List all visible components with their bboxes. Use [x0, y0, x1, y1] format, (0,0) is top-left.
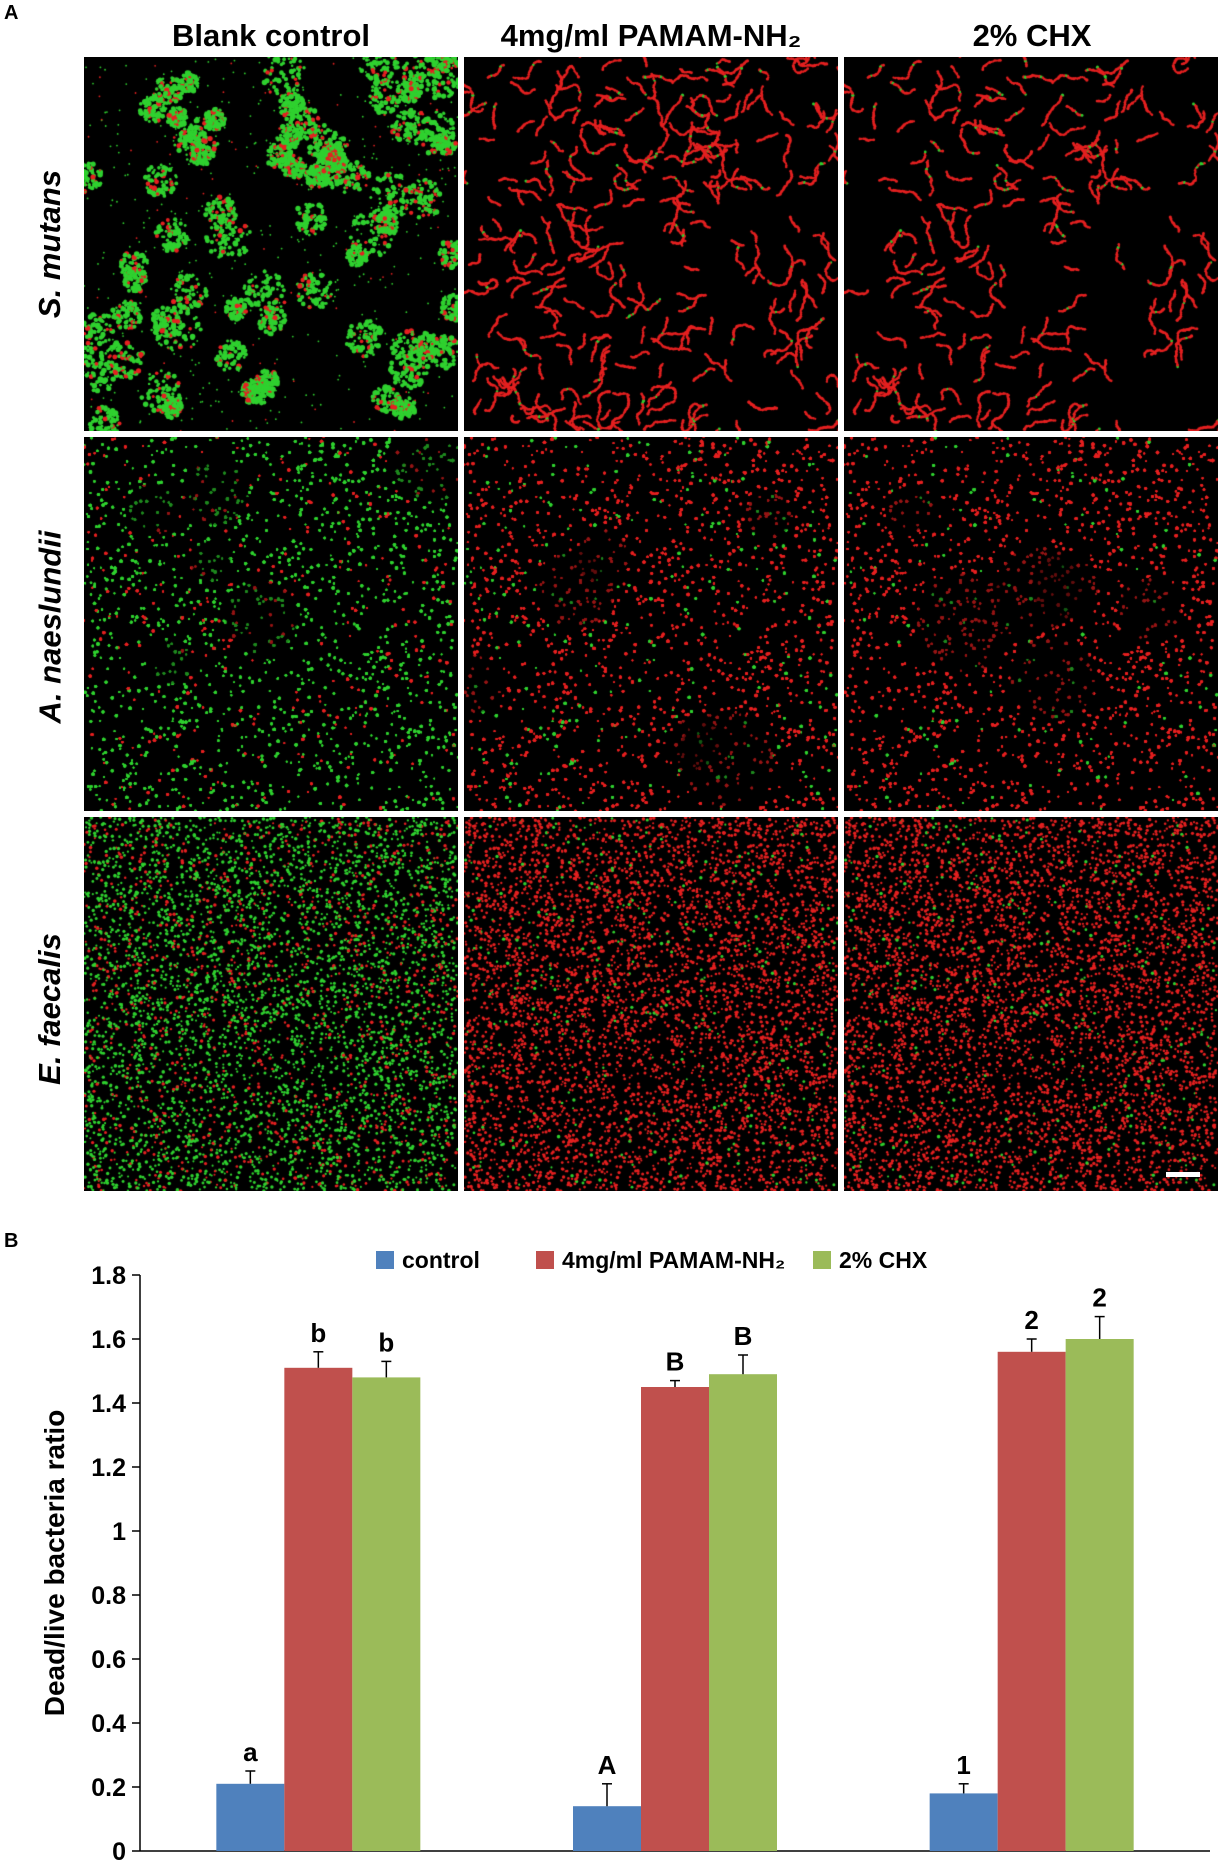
column-label-chx: 2% CHX — [972, 18, 1092, 53]
row-label-s-mutans: S. mutans — [32, 169, 67, 319]
row-label-a-naeslundii: A. naeslundii — [32, 530, 68, 724]
microscopy-image — [844, 57, 1218, 431]
y-tick-label: 0 — [112, 1838, 126, 1866]
significance-label: b — [378, 1327, 394, 1357]
bar — [641, 1387, 709, 1851]
y-tick-label: 0.6 — [91, 1646, 126, 1674]
bar — [997, 1351, 1066, 1851]
y-tick-label: 1.2 — [91, 1454, 126, 1482]
bar — [1065, 1339, 1134, 1851]
y-tick-label: 0.2 — [91, 1774, 126, 1802]
microscopy-image — [84, 817, 458, 1191]
significance-label: b — [310, 1318, 326, 1348]
significance-label: B — [666, 1347, 685, 1377]
y-tick-label: 1.6 — [91, 1326, 126, 1354]
panel-a-letter: A — [4, 2, 19, 24]
significance-label: a — [243, 1737, 258, 1767]
legend-swatch — [376, 1251, 394, 1269]
bar-chart: 0 0.2 0.4 0.6 0.8 1 1.2 1.4 1.6 1.8 Dead/live bact… — [39, 1247, 1210, 1871]
y-tick-label: 0.4 — [91, 1710, 126, 1738]
chart-axes: 0 0.2 0.4 0.6 0.8 1 1.2 1.4 1.6 1.8 Dead/live bact… — [39, 1262, 1210, 1871]
legend-label: 4mg/ml PAMAM-NH₂ — [562, 1247, 785, 1273]
microscopy-image — [84, 57, 458, 431]
column-label-blank-control: Blank control — [171, 18, 371, 53]
bar — [929, 1793, 998, 1851]
legend-swatch — [536, 1251, 554, 1269]
microscopy-image — [464, 57, 838, 431]
y-tick-label: 1.4 — [91, 1390, 126, 1418]
microscopy-image — [844, 437, 1218, 811]
bar — [216, 1783, 285, 1851]
y-tick-label: 0.8 — [91, 1582, 126, 1610]
y-tick-label: 1.8 — [91, 1262, 126, 1290]
significance-label: 1 — [956, 1750, 970, 1780]
significance-label: 2 — [1092, 1283, 1106, 1313]
significance-label: 2 — [1024, 1305, 1038, 1335]
row-label-e-faecalis: E. faecalis — [32, 933, 67, 1085]
significance-label: A — [598, 1750, 617, 1780]
bar — [573, 1806, 641, 1851]
legend-label: control — [402, 1247, 480, 1273]
y-axis-title: Dead/live bacteria ratio — [39, 1410, 70, 1717]
bar — [284, 1367, 353, 1851]
significance-label: B — [734, 1321, 753, 1351]
bar — [352, 1377, 421, 1851]
column-label-pamam: 4mg/ml PAMAM-NH₂ — [500, 18, 802, 53]
scale-bar — [1166, 1172, 1200, 1177]
bar — [709, 1374, 777, 1851]
microscopy-image — [464, 817, 838, 1191]
chart-bars: a b b A B B 1 2 2 — [216, 1283, 1134, 1851]
chart-legend: control 4mg/ml PAMAM-NH₂ 2% CHX — [376, 1247, 928, 1273]
panel-b-letter: B — [4, 1230, 19, 1252]
microscopy-image — [84, 437, 458, 811]
y-tick-label: 1 — [112, 1518, 126, 1546]
legend-label: 2% CHX — [839, 1247, 928, 1273]
microscopy-image — [844, 817, 1218, 1191]
microscopy-image — [464, 437, 838, 811]
legend-swatch — [813, 1251, 831, 1269]
